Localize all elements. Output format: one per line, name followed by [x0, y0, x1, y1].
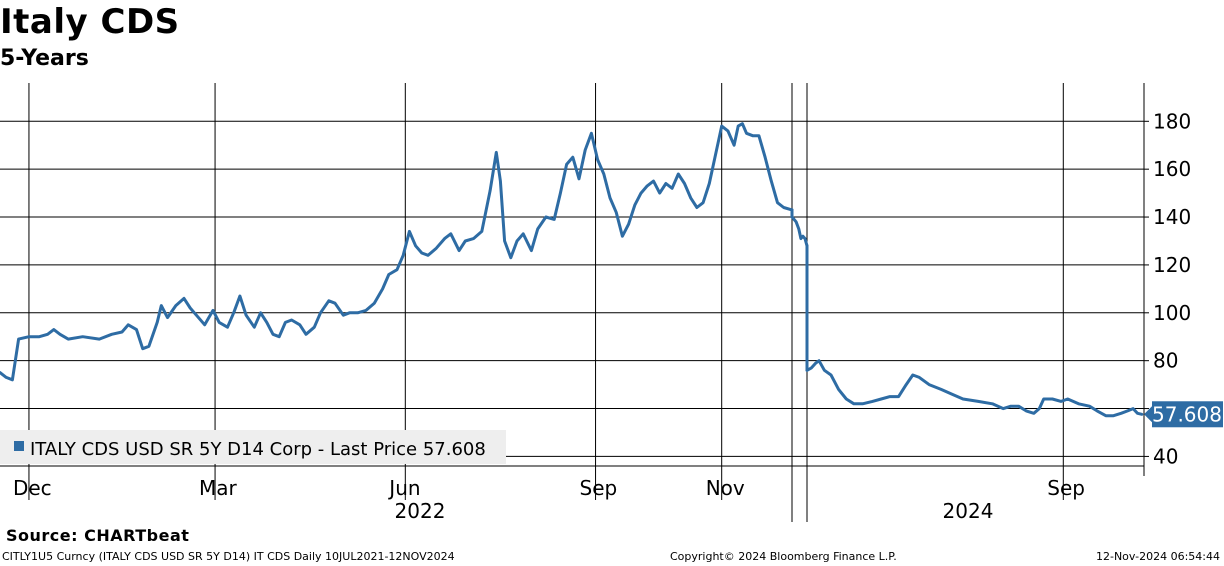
y-tick-label: 120 — [1153, 253, 1191, 277]
copyright-note: Copyright© 2024 Bloomberg Finance L.P. — [670, 550, 897, 563]
source-note: Source: CHARTbeat — [6, 526, 190, 545]
y-tick-label: 140 — [1153, 205, 1191, 229]
legend: ITALY CDS USD SR 5Y D14 Corp - Last Pric… — [0, 430, 506, 464]
legend-label: ITALY CDS USD SR 5Y D14 Corp - Last Pric… — [30, 439, 486, 460]
x-tick-label: Sep — [1047, 476, 1085, 500]
series-line-segment — [0, 122, 794, 382]
y-tick-label: 180 — [1153, 109, 1191, 133]
last-value-pointer — [1144, 406, 1152, 423]
x-year-label: 2022 — [395, 499, 446, 523]
x-year-label: 2024 — [943, 499, 994, 523]
chart-title: Italy CDS — [0, 2, 180, 42]
ticker-info: CITLY1U5 Curncy (ITALY CDS USD SR 5Y D14… — [2, 550, 455, 563]
series-line-segment — [805, 359, 1144, 418]
chart-subtitle: 5-Years — [0, 46, 89, 71]
y-tick-label: 160 — [1153, 157, 1191, 181]
legend-swatch — [14, 441, 24, 451]
last-value-box — [1152, 401, 1223, 428]
last-value-label: 57.608 — [1144, 401, 1223, 428]
legend-background — [0, 430, 506, 464]
x-tick-label: Jun — [387, 476, 420, 500]
x-tick-label: Sep — [580, 476, 618, 500]
y-tick-label: 40 — [1153, 444, 1178, 468]
x-tick-label: Nov — [706, 476, 745, 500]
timestamp: 12-Nov-2024 06:54:44 — [1095, 550, 1220, 563]
y-tick-label: 100 — [1153, 301, 1191, 325]
last-value-text: 57.608 — [1152, 402, 1222, 426]
axis-layer: 40 80 100 120 140 160 180 Dec Mar Jun Sep Nov 2022 Se… — [0, 83, 1191, 523]
x-tick-label: Mar — [199, 476, 238, 500]
series-line-segment — [790, 215, 809, 248]
x-tick-label: Dec — [13, 476, 52, 500]
line-layer — [0, 122, 1144, 418]
y-tick-label: 80 — [1153, 349, 1178, 373]
